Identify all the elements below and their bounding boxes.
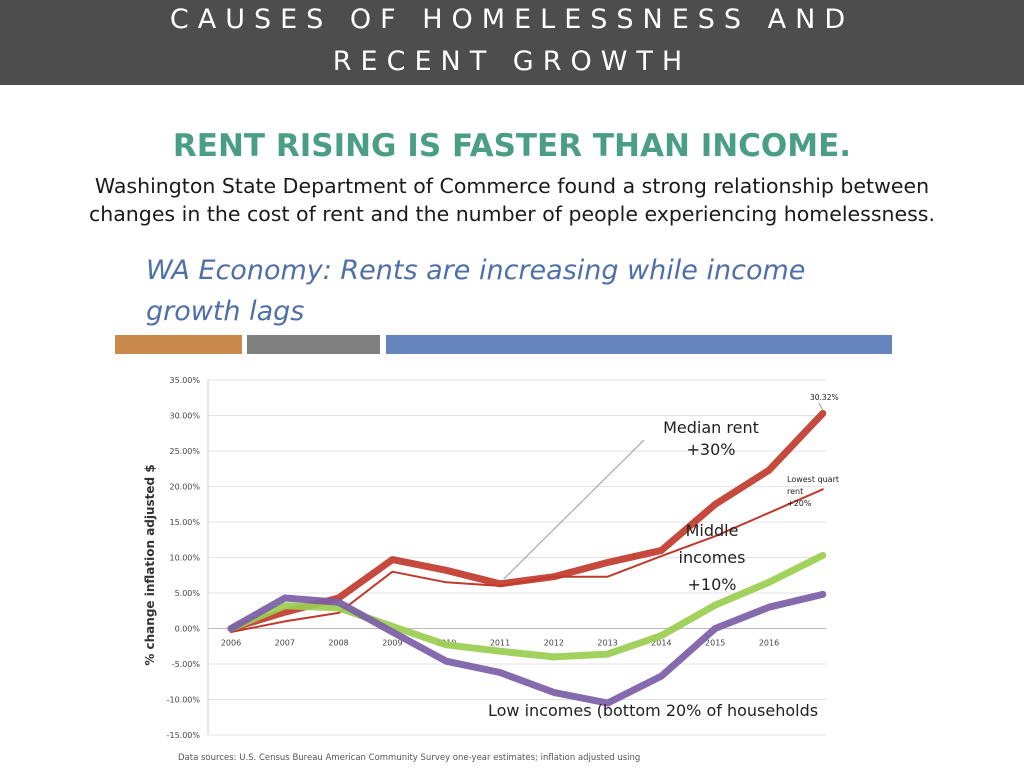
section-subtitle: RENT RISING IS FASTER THAN INCOME.: [172, 128, 852, 164]
low-incomes-annotation: Low incomes (bottom 20% of households: [488, 701, 818, 720]
chart-svg: 35.00% 30.00% 25.00% 20.00% 15.00% 10.00% 5.00…: [116, 370, 901, 765]
y-tick-label: -15.00%: [167, 731, 201, 740]
x-tick-label: 2016: [759, 639, 779, 648]
x-tick-label: 2007: [275, 639, 295, 648]
slide-title-line-1: WA Economy: Rents are increasing while i…: [146, 255, 806, 286]
chart: 35.00% 30.00% 25.00% 20.00% 15.00% 10.00% 5.00…: [116, 370, 901, 765]
x-tick-label: 2006: [221, 639, 241, 648]
y-tick-label: 25.00%: [169, 447, 200, 456]
color-band-orange: [115, 335, 242, 354]
x-tick-label: 2012: [544, 639, 564, 648]
slide-title-line-2: growth lags: [146, 296, 305, 327]
header-title-line-2: RECENT GROWTH: [332, 46, 692, 77]
y-tick-label: 10.00%: [169, 554, 200, 563]
x-tick-label: 2009: [382, 639, 402, 648]
y-tick-label: 15.00%: [169, 518, 200, 527]
y-tick-label: 30.00%: [169, 412, 200, 421]
x-tick-label: 2013: [597, 639, 617, 648]
x-tick-label: 2011: [490, 639, 510, 648]
x-tick-label: 2014: [651, 639, 671, 648]
x-tick-label: 2015: [705, 639, 725, 648]
y-tick-label: -5.00%: [172, 660, 201, 669]
peak-value-label: 30.32%: [810, 393, 839, 402]
series-line: [227, 551, 827, 661]
median-rent-annotation: Median rent +30%: [663, 418, 759, 459]
color-band-gray: [247, 335, 380, 354]
peak-leader: [818, 402, 824, 411]
y-tick-label: 35.00%: [169, 376, 200, 385]
header-bar: CAUSES OF HOMELESSNESS AND RECENT GROWTH: [0, 0, 1024, 85]
leader-line: [503, 439, 645, 580]
series-line: [227, 590, 827, 707]
color-band-blue: [386, 335, 892, 354]
middle-incomes-annotation: Middle incomes +10%: [679, 521, 746, 594]
y-tick-label: 20.00%: [169, 483, 200, 492]
header-title-line-1: CAUSES OF HOMELESSNESS AND: [169, 4, 855, 35]
source-note: Data sources: U.S. Census Bureau America…: [178, 753, 640, 763]
x-tick-label: 2008: [328, 639, 348, 648]
y-axis-label: % change inflation adjusted $: [143, 464, 157, 665]
series-line: [230, 488, 824, 633]
body-text: Washington State Department of Commerce …: [0, 172, 1024, 228]
y-tick-label: 5.00%: [175, 589, 201, 598]
y-tick-label: 0.00%: [175, 625, 201, 634]
body-line-1: Washington State Department of Commerce …: [94, 174, 930, 198]
y-tick-label: -10.00%: [167, 696, 201, 705]
lowest-quartile-annotation: Lowest quart rent +20%: [787, 475, 839, 508]
body-line-2: changes in the cost of rent and the numb…: [88, 202, 935, 226]
